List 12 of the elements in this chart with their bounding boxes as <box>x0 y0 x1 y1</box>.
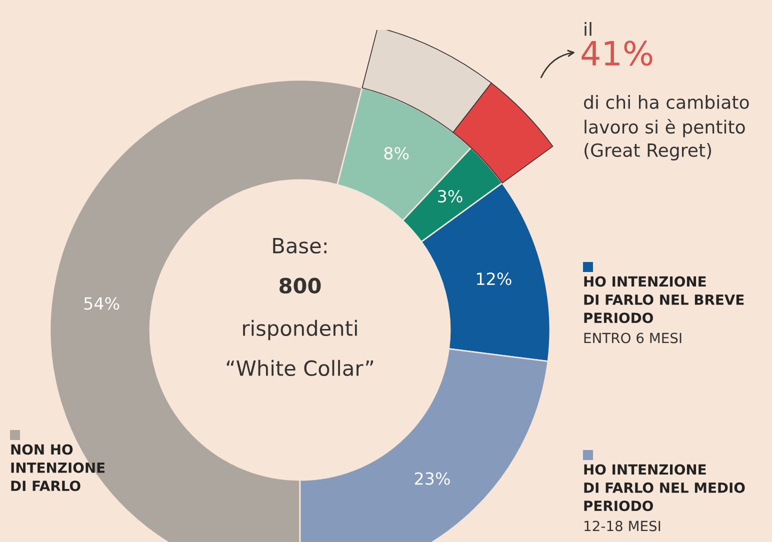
data-label: 3% <box>438 190 462 203</box>
text: 12-18 MESI <box>584 520 660 532</box>
data-label: 54% <box>84 297 120 310</box>
text: Base: 800 rispondenti “White Collar” <box>226 238 374 376</box>
legend-label: HO INTENZIONE DI FARLO NEL MEDIO PERIODO <box>584 464 745 512</box>
data-label: 23% <box>414 472 450 485</box>
legend-label: NON HO INTENZIONE DI FARLO <box>11 444 105 492</box>
data-label: 8% <box>384 146 409 160</box>
legend-label: HO INTENZIONE DI FARLO NEL BREVE PERIODO <box>584 276 744 324</box>
text: il 41% di chi ha cambiato lavoro si è pentito (Great Regret) <box>582 22 749 160</box>
data-label: 12% <box>477 272 512 286</box>
text: ENTRO 6 MESI <box>584 332 682 344</box>
